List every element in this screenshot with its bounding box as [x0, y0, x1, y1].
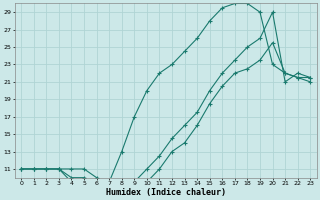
X-axis label: Humidex (Indice chaleur): Humidex (Indice chaleur) — [106, 188, 226, 197]
